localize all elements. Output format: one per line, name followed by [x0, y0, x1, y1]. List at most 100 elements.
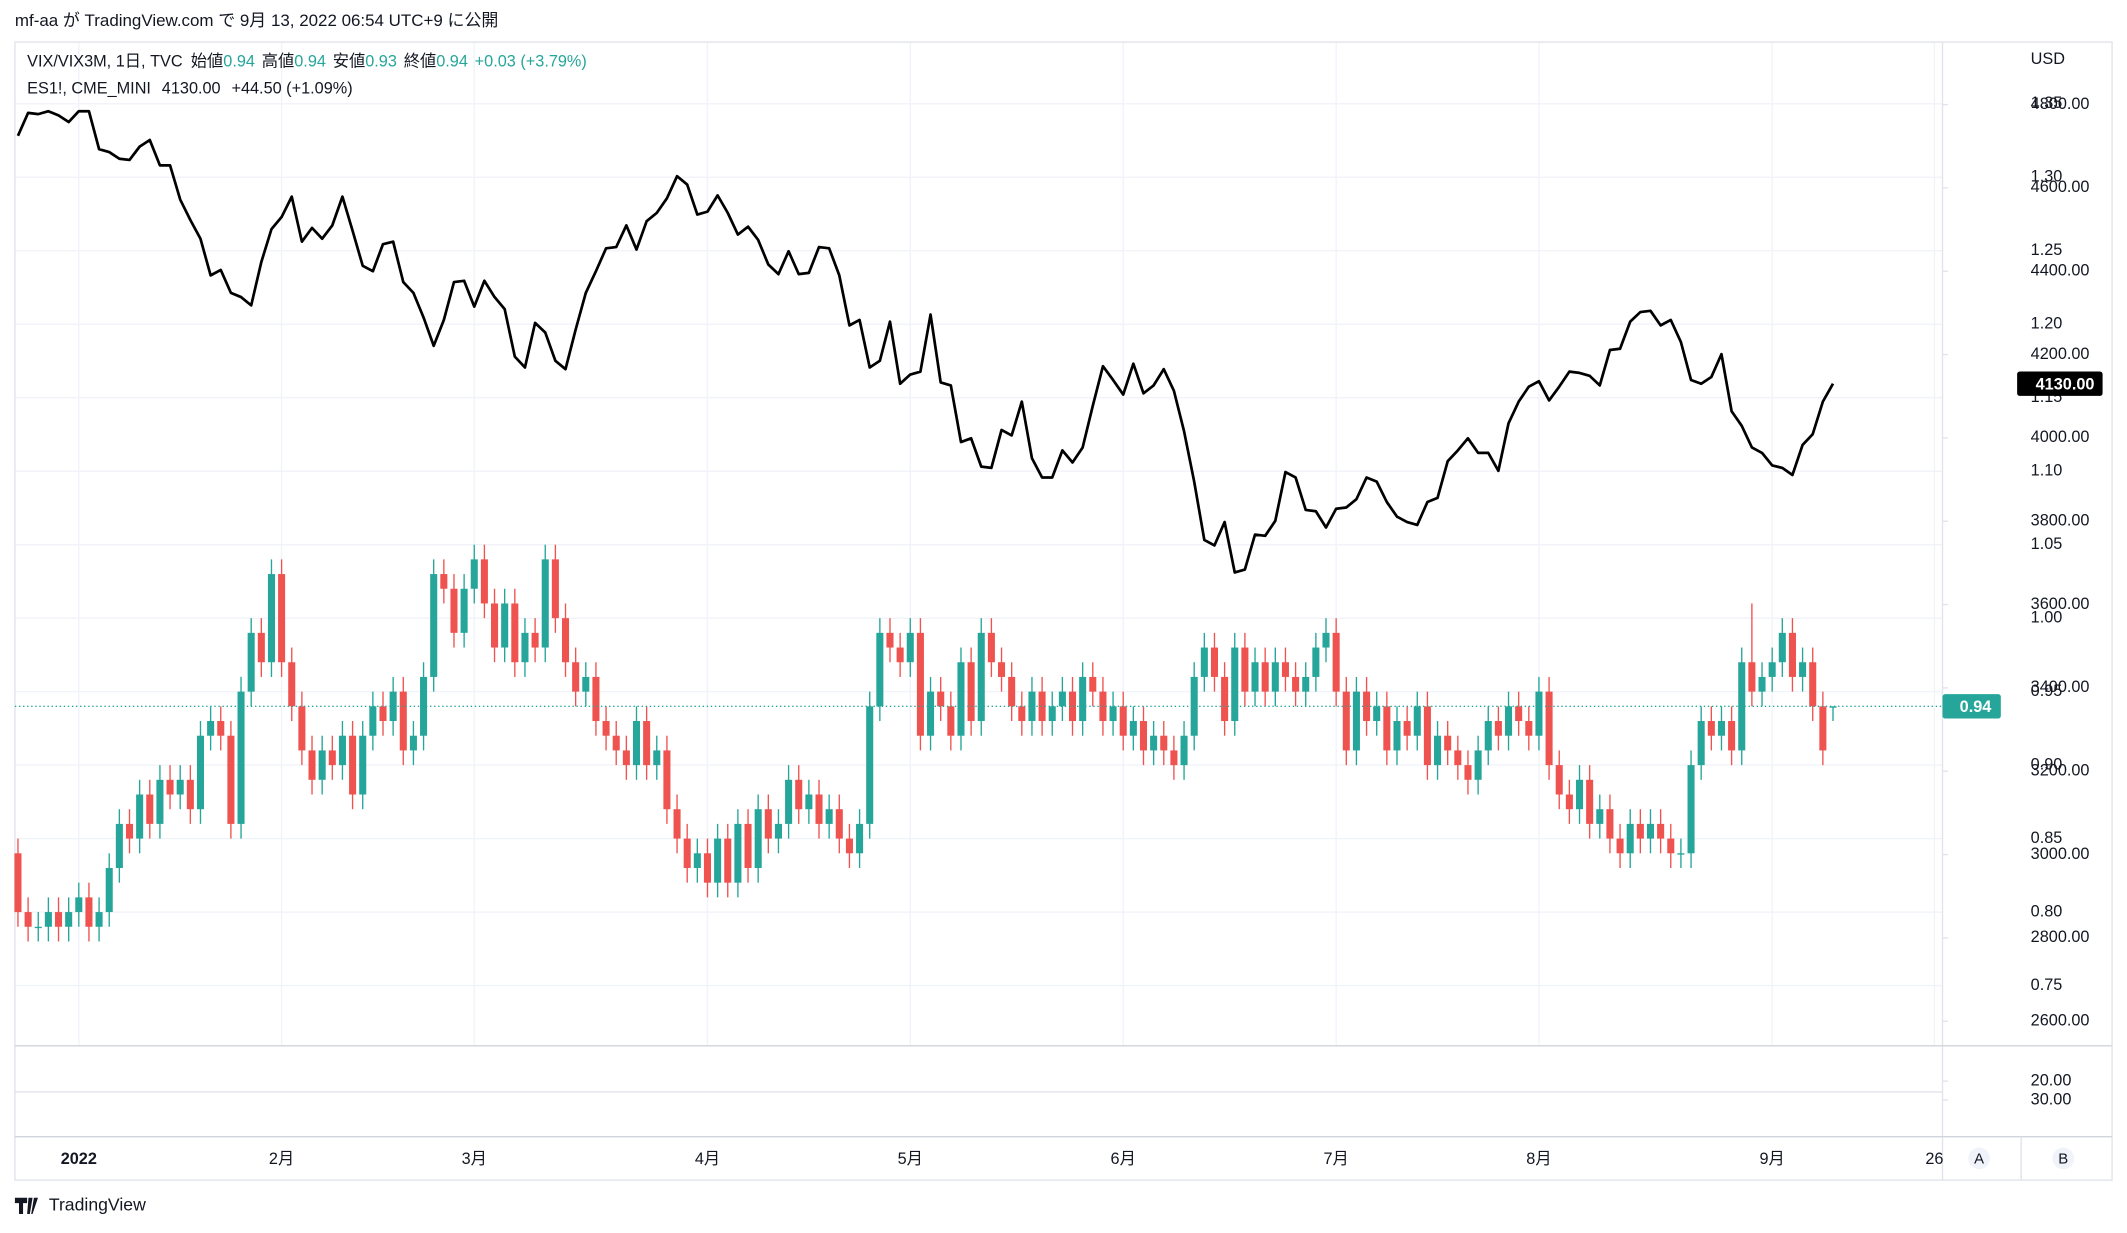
- candle-body: [1079, 676, 1087, 722]
- candle-body: [622, 750, 630, 766]
- candle-body: [1829, 706, 1837, 708]
- candle-body: [572, 662, 580, 692]
- y-tick-label: 1.35: [2031, 94, 2063, 112]
- button-a-label[interactable]: A: [1974, 1151, 1984, 1168]
- candle-body: [1505, 706, 1513, 736]
- candle-body: [288, 662, 296, 707]
- candle-body: [886, 632, 894, 648]
- ohlc-value: 0.93: [365, 53, 397, 71]
- candle-body: [795, 779, 803, 810]
- legend-line-1: VIX/VIX3M, 1日, TVC 始値0.94 高値0.94 安値0.93 終値0.…: [27, 53, 587, 71]
- candle-body: [1626, 823, 1634, 854]
- published-note: mf-aa が TradingView.com で 9月 13, 2022 06…: [15, 11, 498, 30]
- candle-body: [1271, 662, 1279, 692]
- candle-body: [835, 809, 843, 839]
- y2-tick-label: 3400.00: [2031, 678, 2090, 696]
- candle-body: [1251, 662, 1259, 692]
- candle-body: [318, 750, 326, 780]
- y2-tick-label: 2600.00: [2031, 1012, 2090, 1030]
- candle-body: [561, 618, 570, 663]
- candle-body: [1697, 721, 1705, 766]
- candle-body: [1413, 706, 1421, 736]
- last-value-tag: [2017, 371, 2103, 396]
- candle-body: [1170, 750, 1178, 766]
- candle-body: [491, 603, 499, 648]
- candle-body: [643, 721, 651, 766]
- candle-body: [1586, 779, 1594, 824]
- candle-body: [866, 706, 874, 824]
- y2-tick-label: 4200.00: [2031, 345, 2090, 363]
- candle-body: [1281, 662, 1289, 677]
- candle-body: [95, 912, 103, 927]
- x-tick-label: 6月: [1111, 1150, 1136, 1168]
- candle-body: [14, 853, 22, 913]
- candle-body: [136, 794, 144, 839]
- candle-body: [1160, 735, 1168, 751]
- candle-body: [1352, 691, 1360, 751]
- ohlc-label: 終値: [404, 53, 437, 71]
- candle-body: [1342, 691, 1350, 751]
- candle-body: [774, 823, 782, 839]
- candle-body: [754, 809, 762, 868]
- candle-body: [1018, 706, 1026, 722]
- candle-body: [1190, 676, 1198, 736]
- candle-body: [511, 603, 519, 663]
- candle-body: [612, 735, 620, 751]
- button-a[interactable]: [1968, 1147, 1990, 1170]
- candle-body: [856, 823, 864, 854]
- x-tick-label: 8月: [1526, 1150, 1551, 1168]
- candle-body: [1200, 647, 1208, 677]
- y2-tick-label: 3800.00: [2031, 512, 2090, 530]
- candle-body: [1717, 721, 1725, 736]
- candle-body: [1646, 823, 1655, 839]
- x-tick-label: 2022: [61, 1150, 97, 1168]
- candle-body: [1008, 676, 1016, 707]
- candle-body: [845, 838, 853, 854]
- x-tick-label: 7月: [1323, 1150, 1348, 1168]
- candle-body: [207, 721, 215, 736]
- candle-body: [1799, 662, 1807, 677]
- candle-body: [1667, 838, 1675, 854]
- last-value-tag-label: 4130.00: [2036, 375, 2095, 393]
- candle-body: [1423, 706, 1431, 766]
- subpane-tick-label: 30.00: [2031, 1090, 2072, 1108]
- y-tick-label: 1.20: [2031, 315, 2063, 333]
- y-tick-label: 1.00: [2031, 608, 2063, 626]
- y-tick-label: 0.90: [2031, 755, 2063, 773]
- candle-body: [328, 750, 336, 766]
- candle-body: [34, 926, 42, 929]
- button-b-label[interactable]: B: [2058, 1151, 2068, 1168]
- brand: TradingView: [14, 1195, 146, 1215]
- candle-body: [1383, 706, 1391, 751]
- candle-body: [501, 603, 509, 648]
- y2-tick-label: 3600.00: [2031, 595, 2090, 613]
- candle-body: [1788, 632, 1796, 677]
- candle-body: [125, 823, 134, 839]
- change: +44.50 (+1.09%): [231, 80, 352, 98]
- candle-body: [531, 632, 539, 648]
- y2-tick-label: 4800.00: [2031, 95, 2090, 113]
- buttons: A B: [1968, 1147, 2075, 1170]
- candle-body: [267, 574, 275, 663]
- candle-body: [1809, 662, 1817, 707]
- candle-body: [1068, 691, 1077, 722]
- button-b[interactable]: [2052, 1147, 2075, 1170]
- candle-body: [1221, 676, 1229, 722]
- candle-body: [338, 735, 346, 766]
- candle-body: [541, 559, 549, 648]
- candle-body: [744, 823, 752, 868]
- y2-tick-label: 2800.00: [2031, 928, 2090, 946]
- candle-body: [521, 632, 529, 663]
- candle-body: [1677, 853, 1685, 855]
- candle-body: [257, 632, 265, 663]
- candle-body: [1241, 647, 1249, 692]
- candle-body: [146, 794, 154, 824]
- candle-body: [227, 735, 235, 824]
- candle-body: [987, 632, 995, 663]
- candle-body: [957, 662, 965, 736]
- candle-body: [237, 691, 245, 824]
- candle-body: [815, 794, 823, 824]
- candle-body: [1748, 662, 1756, 692]
